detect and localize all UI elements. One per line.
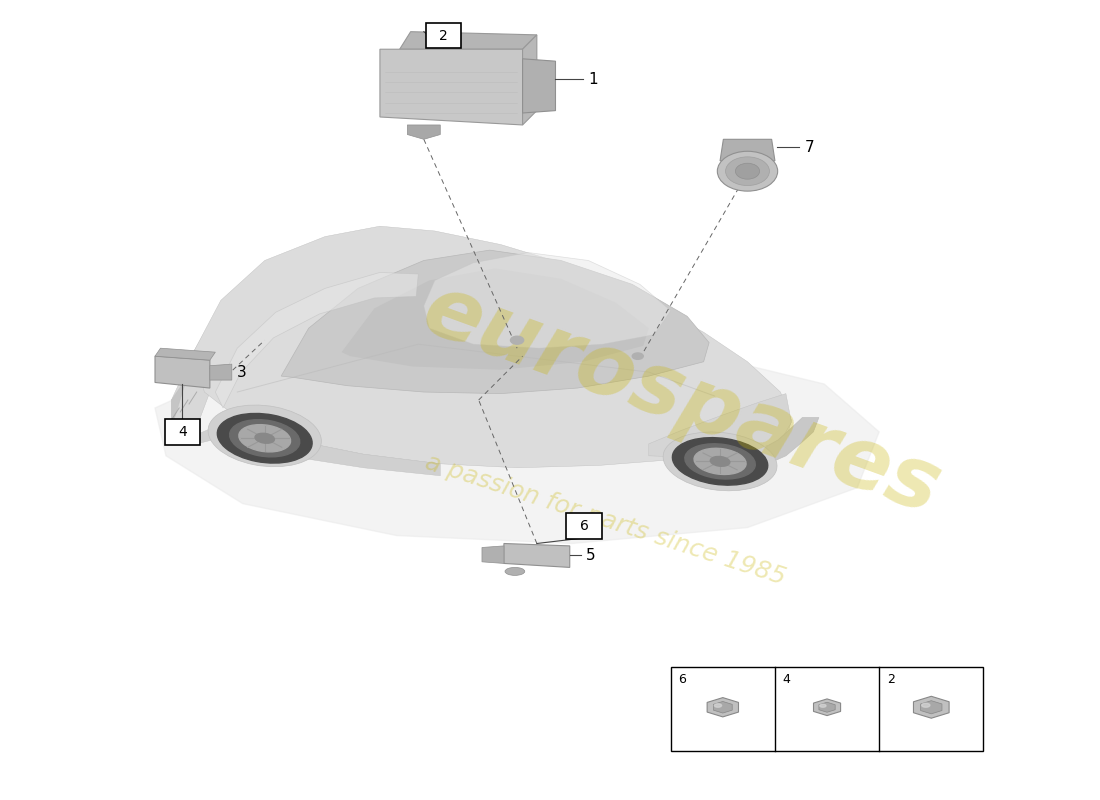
Text: 2: 2	[887, 674, 894, 686]
Ellipse shape	[510, 336, 524, 344]
Ellipse shape	[632, 353, 644, 359]
Polygon shape	[649, 394, 791, 458]
Text: eurospares: eurospares	[411, 268, 952, 532]
Ellipse shape	[711, 457, 729, 466]
FancyBboxPatch shape	[566, 514, 602, 538]
Polygon shape	[155, 336, 879, 543]
Text: 1: 1	[588, 72, 598, 86]
Ellipse shape	[685, 444, 756, 479]
Polygon shape	[720, 139, 774, 161]
Text: a passion for parts since 1985: a passion for parts since 1985	[421, 450, 789, 590]
Ellipse shape	[505, 567, 525, 575]
Polygon shape	[155, 348, 216, 360]
Ellipse shape	[239, 425, 290, 452]
Text: 6: 6	[580, 519, 588, 533]
Ellipse shape	[717, 151, 778, 191]
Text: 4: 4	[782, 674, 791, 686]
Polygon shape	[921, 701, 942, 714]
Polygon shape	[172, 229, 418, 436]
Polygon shape	[155, 356, 210, 388]
Ellipse shape	[220, 366, 229, 370]
Ellipse shape	[230, 420, 300, 457]
Ellipse shape	[218, 414, 312, 463]
Ellipse shape	[255, 434, 274, 443]
Polygon shape	[522, 35, 537, 125]
FancyBboxPatch shape	[426, 23, 461, 49]
Polygon shape	[746, 418, 818, 468]
Polygon shape	[399, 32, 537, 50]
Polygon shape	[504, 543, 570, 567]
Bar	[671, 667, 983, 750]
Ellipse shape	[208, 405, 321, 466]
Polygon shape	[194, 226, 791, 468]
Polygon shape	[814, 699, 840, 715]
Ellipse shape	[736, 163, 760, 179]
Ellipse shape	[672, 438, 768, 485]
Ellipse shape	[694, 448, 746, 474]
Ellipse shape	[714, 704, 722, 707]
Polygon shape	[210, 364, 232, 380]
Polygon shape	[172, 376, 188, 436]
Polygon shape	[714, 702, 733, 713]
Text: 3: 3	[238, 365, 248, 379]
Polygon shape	[482, 546, 504, 563]
Text: 6: 6	[679, 674, 686, 686]
Text: 4: 4	[178, 425, 187, 439]
Polygon shape	[522, 58, 556, 113]
Ellipse shape	[726, 157, 769, 186]
FancyBboxPatch shape	[165, 419, 200, 445]
Polygon shape	[407, 125, 440, 139]
Polygon shape	[216, 273, 418, 408]
Polygon shape	[379, 50, 522, 125]
Polygon shape	[282, 250, 710, 394]
Text: 5: 5	[586, 548, 596, 563]
Polygon shape	[424, 253, 671, 348]
Polygon shape	[707, 698, 738, 717]
Ellipse shape	[663, 432, 777, 490]
Polygon shape	[341, 269, 649, 370]
Polygon shape	[818, 702, 835, 712]
Polygon shape	[194, 418, 440, 476]
Ellipse shape	[922, 703, 930, 707]
Text: 2: 2	[439, 29, 448, 42]
Polygon shape	[913, 696, 949, 718]
Ellipse shape	[820, 704, 826, 707]
Text: 7: 7	[804, 140, 814, 154]
